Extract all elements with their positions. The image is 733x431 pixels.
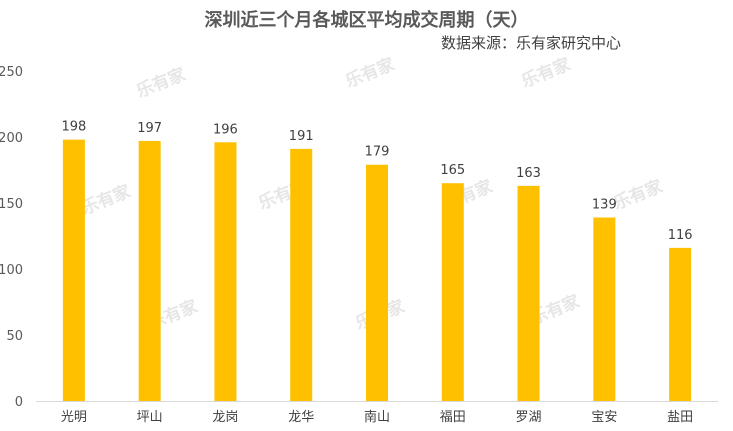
y-tick-label: 200 xyxy=(0,131,23,146)
x-tick-label: 南山 xyxy=(364,409,390,425)
x-tick-label: 罗湖 xyxy=(516,410,542,425)
x-tick-label: 龙岗 xyxy=(212,410,238,425)
watermark-logo: 乐有家 xyxy=(342,54,397,93)
bar xyxy=(214,142,237,401)
bar xyxy=(593,217,616,401)
bar xyxy=(517,185,540,401)
bar xyxy=(62,139,85,401)
watermark-logo: 乐有家 xyxy=(610,176,665,215)
data-label: 139 xyxy=(592,198,617,213)
y-tick-label: 50 xyxy=(6,329,23,344)
watermark-logo: 乐有家 xyxy=(78,181,133,220)
axes: 0 50 100 150 200 250 光明 坪山 龙岗 龙华 南山 福田 罗湖 宝安 盐田 xyxy=(0,65,718,425)
x-tick-label: 盐田 xyxy=(667,410,693,425)
bar xyxy=(366,164,388,401)
y-tick-label: 250 xyxy=(0,65,23,80)
data-label: 198 xyxy=(61,120,86,135)
data-label: 165 xyxy=(440,163,465,178)
bar xyxy=(669,247,692,401)
x-tick-label: 龙华 xyxy=(288,410,314,425)
data-label: 179 xyxy=(365,145,390,160)
chart-title: 深圳近三个月各城区平均成交周期（天） xyxy=(204,10,529,31)
bar xyxy=(138,140,161,401)
data-label: 191 xyxy=(289,129,314,144)
y-tick-label: 0 xyxy=(15,395,23,410)
watermark-logo: 乐有家 xyxy=(133,64,188,103)
data-label: 116 xyxy=(668,228,693,243)
y-tick-label: 100 xyxy=(0,263,23,278)
x-tick-label: 福田 xyxy=(440,410,466,425)
bar xyxy=(290,148,313,401)
y-tick-label: 150 xyxy=(0,197,23,212)
x-tick-label: 坪山 xyxy=(137,410,163,425)
chart-source-note: 数据来源：乐有家研究中心 xyxy=(440,34,621,52)
bars xyxy=(62,139,692,401)
data-label: 163 xyxy=(516,166,541,181)
data-labels: 198 197 196 191 179 165 163 139 116 xyxy=(61,120,692,243)
watermark-logo: 乐有家 xyxy=(518,54,573,93)
x-tick-label: 宝安 xyxy=(591,410,617,425)
data-label: 197 xyxy=(137,121,162,136)
data-label: 196 xyxy=(213,122,238,137)
x-tick-label: 光明 xyxy=(61,410,87,425)
bar xyxy=(441,183,464,401)
